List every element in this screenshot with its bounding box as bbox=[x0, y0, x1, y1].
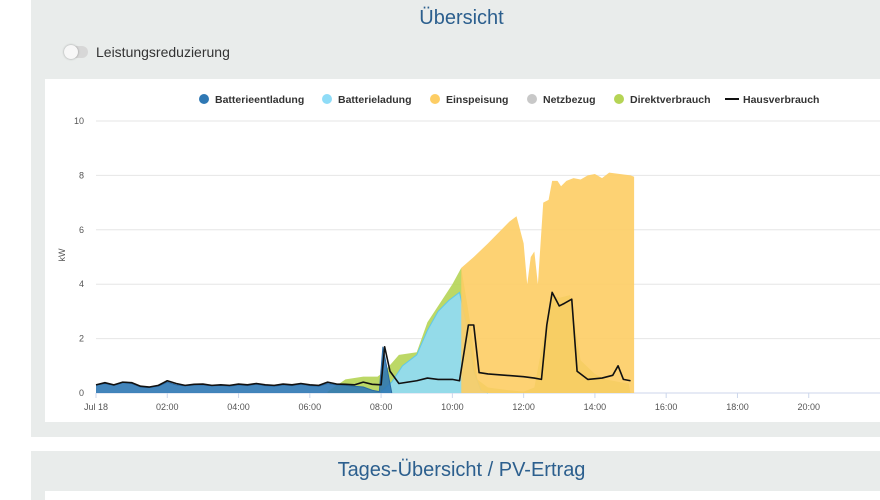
x-tick-4: 04:00 bbox=[227, 402, 250, 412]
series-lines bbox=[95, 291, 631, 388]
legend: Batterieentladung Batterieladung Einspeisu… bbox=[199, 94, 819, 106]
x-tick-6: 06:00 bbox=[299, 402, 322, 412]
hausverbrauch-line bbox=[95, 291, 631, 388]
x-tick-8: 08:00 bbox=[370, 402, 393, 412]
series-areas bbox=[95, 172, 635, 394]
x-tick-16: 16:00 bbox=[655, 402, 678, 412]
y-axis-label: kW bbox=[57, 248, 67, 262]
daily-overview-card bbox=[45, 491, 880, 500]
legend-label-batterieladung[interactable]: Batterieladung bbox=[338, 94, 412, 106]
y-tick-6: 6 bbox=[79, 225, 84, 235]
x-tick-0: Jul 18 bbox=[84, 402, 108, 412]
x-tick-10: 10:00 bbox=[441, 402, 464, 412]
y-tick-10: 10 bbox=[74, 116, 84, 126]
y-tick-0: 0 bbox=[79, 388, 84, 398]
legend-label-batterieentladung[interactable]: Batterieentladung bbox=[215, 94, 304, 106]
x-tick-20: 20:00 bbox=[797, 402, 820, 412]
x-tick-2: 02:00 bbox=[156, 402, 179, 412]
legend-label-netzbezug[interactable]: Netzbezug bbox=[543, 94, 596, 106]
chart-card: 0 2 4 6 8 10 Jul 18 02:00 04:00 06:00 08:00 10:00 12… bbox=[45, 79, 880, 422]
axes: 0 2 4 6 8 10 Jul 18 02:00 04:00 06:00 08:00 10:00 12… bbox=[74, 116, 820, 412]
batterieentladung-area bbox=[96, 346, 392, 393]
x-tick-18: 18:00 bbox=[726, 402, 749, 412]
legend-label-direktverbrauch[interactable]: Direktverbrauch bbox=[630, 94, 711, 106]
legend-label-hausverbrauch[interactable]: Hausverbrauch bbox=[743, 94, 819, 106]
leistungsreduzierung-toggle[interactable] bbox=[64, 45, 88, 59]
x-tick-14: 14:00 bbox=[584, 402, 607, 412]
legend-label-einspeisung[interactable]: Einspeisung bbox=[446, 94, 508, 106]
einspeisung-area bbox=[461, 172, 635, 393]
y-tick-2: 2 bbox=[79, 334, 84, 344]
leistungsreduzierung-label: Leistungsreduzierung bbox=[96, 44, 230, 60]
legend-symbol-batterieladung bbox=[322, 94, 332, 104]
power-chart: 0 2 4 6 8 10 Jul 18 02:00 04:00 06:00 08:00 10:00 12… bbox=[57, 94, 880, 412]
legend-symbol-direktverbrauch bbox=[614, 94, 624, 104]
legend-symbol-batterieentladung bbox=[199, 94, 209, 104]
leistungsreduzierung-toggle-row: Leistungsreduzierung bbox=[64, 44, 230, 60]
x-tick-12: 12:00 bbox=[512, 402, 535, 412]
toggle-knob[interactable] bbox=[64, 45, 78, 59]
y-tick-4: 4 bbox=[79, 279, 84, 289]
overview-title: Übersicht bbox=[419, 7, 504, 29]
legend-symbol-netzbezug bbox=[527, 94, 537, 104]
daily-overview-title: Tages-Übersicht / PV-Ertrag bbox=[337, 459, 586, 481]
legend-symbol-einspeisung bbox=[430, 94, 440, 104]
y-tick-8: 8 bbox=[79, 170, 84, 180]
